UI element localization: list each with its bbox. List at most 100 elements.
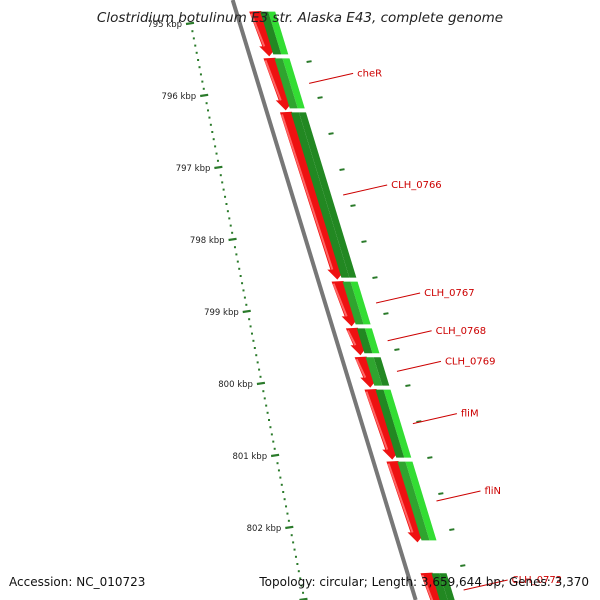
gene-label-leader [375,292,421,304]
outer-tick [306,60,312,63]
ruler-tick-label: 801 kbp [232,452,267,462]
ruler-minor-tick [202,87,205,90]
outer-tick [361,240,367,243]
cds-track-outer [298,112,357,278]
gene-arrow-highlight [264,60,282,101]
ruler-minor-tick [273,447,276,450]
outer-tick [372,276,378,279]
ruler-minor-tick [221,181,224,184]
ruler-minor-tick [302,591,305,594]
ruler-minor-tick [252,339,255,342]
ruler-minor-tick [248,318,251,321]
gene-arrow [364,389,401,460]
cds-track-inner [260,11,282,55]
ruler-tick-label: 800 kbp [218,380,253,390]
ruler-minor-tick [245,303,248,306]
ruler-minor-tick [253,347,256,349]
ruler-minor-tick [228,217,231,220]
ruler-major-tick [285,525,294,530]
ruler-minor-tick [290,534,293,537]
ruler-major-tick [228,237,237,242]
ruler-minor-tick [263,397,266,400]
ruler-minor-tick [235,253,238,256]
ruler-minor-tick [209,123,212,126]
ruler-minor-tick [258,368,261,371]
gene-label-leader [396,360,442,372]
cds-track-outer [350,281,371,325]
gene-label: CLH_0766 [391,180,442,191]
ruler-major-tick [200,93,209,98]
outer-tick [449,528,455,531]
ruler-minor-tick [270,433,273,436]
ruler-minor-tick [195,51,198,54]
gene-arrow [331,281,360,327]
ruler-tick-label: 802 kbp [247,524,282,534]
outer-tick [427,456,433,459]
backbone-line [230,0,418,600]
cds-track-inner [397,461,430,541]
ruler-minor-tick [205,102,208,105]
ruler-minor-tick [201,80,204,83]
gene-arrow-highlight [365,391,389,450]
ruler-minor-tick [276,462,279,465]
outer-tick [394,348,400,351]
ruler-tick-label: 796 kbp [162,92,197,102]
gene-arrow [354,356,379,388]
gene-label-leader [387,330,432,342]
ruler-minor-tick [212,138,215,141]
ruler-minor-tick [194,44,197,47]
ruler-minor-tick [215,152,218,155]
ruler-minor-tick [299,577,302,580]
cds-track-inner [274,58,298,109]
ruler-minor-tick [287,519,290,522]
cds-track-inner [290,112,350,278]
outer-tick [460,564,466,567]
outer-tick [317,96,323,99]
cds-track-inner [431,573,448,600]
outer-tick [405,384,411,387]
ruler-minor-tick [296,563,299,565]
gene-label-leader [412,413,457,425]
ruler-minor-tick [211,131,214,133]
ruler-major-tick [270,453,280,458]
ruler-minor-tick [294,555,297,558]
ruler-minor-tick [300,584,303,587]
ruler-minor-tick [297,570,300,573]
ruler-minor-tick [268,419,271,421]
ruler-tick-label: 799 kbp [204,308,239,318]
gene-arrow [386,461,426,543]
ruler-minor-tick [238,267,241,270]
cds-track-outer [439,573,455,600]
ruler-minor-tick [208,116,211,119]
cds-track-inner [356,328,373,354]
gene-arrow-highlight [421,574,434,600]
ruler-minor-tick [233,246,236,249]
ruler-minor-tick [286,512,289,515]
ruler-minor-tick [283,498,286,501]
gene-arrow [345,327,369,356]
ruler-minor-tick [277,469,280,472]
outer-tick [339,168,345,171]
outer-tick [328,132,334,135]
ruler-minor-tick [207,109,210,112]
ruler-minor-tick [239,275,242,277]
cds-track-outer [268,11,289,55]
accession-text: Accession: NC_010723 [9,575,146,589]
ruler-minor-tick [256,361,259,364]
gene-arrow [263,57,294,111]
ruler-minor-tick [255,354,258,357]
ruler-minor-tick [265,404,268,407]
cds-track-outer [383,389,412,458]
gene-label: CLH_0768 [436,326,487,337]
ruler-minor-tick [259,375,262,378]
map-title: Clostridium botulinum E3 str. Alaska E43… [96,10,504,26]
outer-tick [416,420,422,423]
ruler-minor-tick [272,440,275,443]
gene-label-leader [463,579,508,591]
ruler-major-tick [242,309,251,314]
ruler-minor-tick [279,476,282,479]
ruler-minor-tick [249,325,252,328]
gene-label: fliM [461,409,479,420]
cds-track-inner [365,357,383,386]
